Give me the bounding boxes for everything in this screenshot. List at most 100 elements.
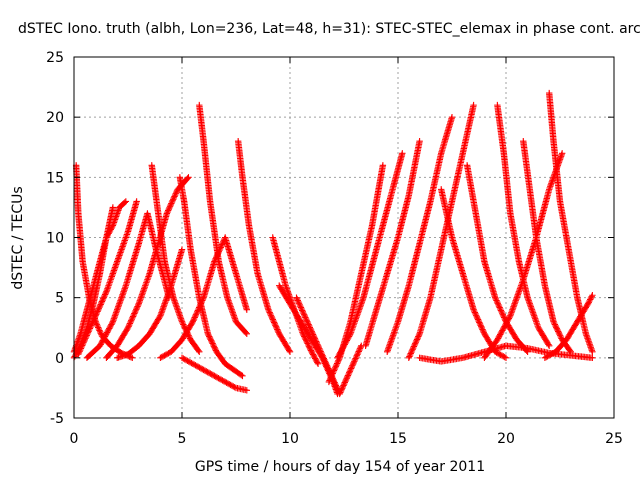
data-point: [304, 319, 312, 327]
data-point: [126, 320, 134, 327]
data-point: [95, 305, 102, 312]
data-point: [180, 322, 188, 330]
data-point: [132, 307, 139, 314]
data-point: [215, 248, 223, 255]
data-point: [448, 113, 456, 121]
data-point: [324, 363, 331, 371]
data-point: [86, 325, 94, 332]
data-point: [209, 340, 216, 347]
data-point: [230, 383, 237, 390]
data-point: [272, 322, 279, 329]
data-point: [77, 345, 85, 352]
data-point: [86, 326, 93, 334]
data-point: [317, 348, 324, 355]
data-point: [478, 324, 486, 332]
data-point: [268, 313, 275, 320]
data-point: [270, 319, 278, 326]
data-point: [322, 359, 329, 366]
data-point: [316, 345, 323, 352]
data-point: [470, 306, 477, 313]
data-point: [83, 332, 90, 339]
data-point: [199, 297, 206, 304]
data-point: [493, 298, 501, 306]
y-tick-label: 25: [46, 50, 64, 66]
data-point: [493, 297, 500, 304]
data-point: [297, 302, 304, 310]
data-point: [92, 312, 99, 319]
data-point: [556, 331, 563, 338]
data-point: [88, 321, 95, 328]
data-point: [198, 298, 205, 306]
data-point: [293, 295, 301, 303]
data-point: [195, 305, 202, 313]
data-point: [495, 301, 502, 308]
data-point: [96, 304, 103, 311]
data-point: [163, 350, 171, 358]
data-point: [194, 307, 202, 314]
data-point: [343, 375, 350, 382]
data-point: [552, 324, 560, 331]
data-point: [299, 308, 307, 316]
data-point: [82, 335, 89, 342]
y-tick-label: 5: [55, 291, 64, 307]
data-point: [185, 358, 192, 365]
data-point: [197, 301, 204, 308]
x-axis-label: GPS time / hours of day 154 of year 2011: [195, 459, 485, 475]
data-point: [332, 363, 340, 370]
data-point: [191, 314, 198, 321]
data-point: [327, 374, 334, 381]
data-point: [500, 312, 507, 320]
data-point: [190, 361, 198, 368]
arc-series: [384, 113, 456, 356]
y-tick-label: 10: [46, 231, 64, 247]
data-point: [323, 361, 330, 368]
data-point: [185, 174, 192, 181]
arc-series: [334, 150, 406, 362]
data-point: [97, 301, 104, 308]
data-point: [304, 318, 311, 325]
x-tick-label: 15: [389, 431, 407, 447]
data-point: [219, 377, 226, 384]
data-point: [192, 311, 200, 318]
data-point: [305, 322, 313, 330]
data-point: [472, 310, 479, 318]
data-point: [101, 291, 109, 298]
data-point: [179, 319, 186, 327]
data-point: [172, 190, 179, 197]
data-point: [416, 138, 423, 145]
data-point: [587, 296, 594, 303]
data-point: [158, 353, 165, 361]
data-point: [589, 292, 596, 299]
arc-series: [75, 198, 140, 358]
data-point: [215, 249, 222, 257]
data-point: [109, 204, 117, 211]
data-point: [329, 370, 336, 377]
data-point: [216, 375, 223, 383]
data-point: [194, 308, 201, 316]
data-point: [210, 343, 218, 350]
data-point: [94, 306, 102, 314]
data-point: [188, 319, 196, 327]
data-point: [328, 371, 336, 379]
data-point: [348, 363, 355, 371]
data-point: [306, 344, 313, 351]
x-tick-label: 5: [178, 431, 187, 447]
data-point: [471, 309, 479, 316]
data-point: [499, 311, 507, 318]
data-point: [476, 319, 483, 326]
data-point: [312, 338, 320, 345]
data-point: [216, 245, 224, 253]
data-point: [206, 334, 214, 342]
data-point: [323, 362, 331, 369]
data-point: [321, 358, 329, 365]
data-point: [331, 379, 338, 386]
data-point: [379, 162, 387, 169]
data-point: [309, 329, 316, 337]
data-point: [134, 301, 142, 309]
data-point: [163, 210, 171, 217]
data-point: [192, 312, 199, 320]
data-point: [333, 383, 340, 391]
data-point: [85, 328, 92, 335]
data-point: [98, 298, 106, 305]
data-points: [70, 89, 596, 398]
